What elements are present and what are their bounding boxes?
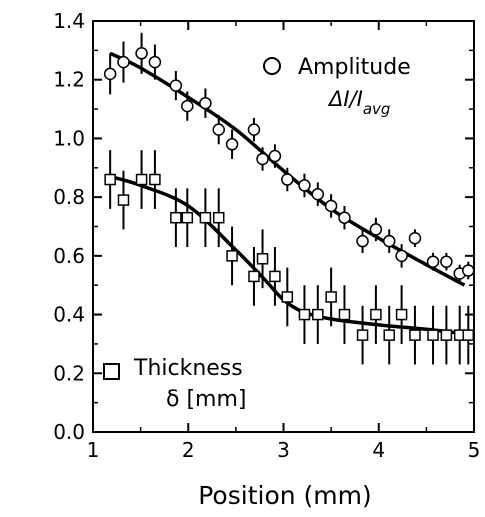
thickness-point <box>248 270 260 283</box>
y-tick-label: 0.6 <box>53 244 85 268</box>
x-tick-label: 2 <box>182 438 195 462</box>
x-axis-title: Position (mm) <box>198 481 372 510</box>
amplitude-point <box>338 211 351 224</box>
x-tick-label: 3 <box>277 438 290 462</box>
x-tick-label: 4 <box>372 438 385 462</box>
thickness-point <box>104 173 116 186</box>
thickness-point <box>383 329 395 341</box>
amplitude-point <box>395 249 408 263</box>
thickness-point <box>281 291 294 303</box>
thickness-point <box>117 194 130 206</box>
thickness-point <box>409 329 421 341</box>
data-markers <box>103 47 475 341</box>
amplitude-point <box>369 223 383 236</box>
legend-amplitude-sublabel-sub: avg <box>363 100 391 118</box>
legend-circle-marker <box>263 57 281 75</box>
thickness-point <box>181 211 194 224</box>
thickness-point <box>325 291 337 303</box>
thickness-point <box>226 250 238 262</box>
thickness-point <box>440 329 453 341</box>
fit-line <box>109 51 466 287</box>
thickness-point <box>370 308 382 321</box>
amplitude-point <box>103 67 117 81</box>
amplitude-point <box>181 99 194 113</box>
thickness-point <box>356 329 369 341</box>
legend-square-marker <box>103 363 120 380</box>
amplitude-point <box>408 231 422 245</box>
thickness-point <box>256 253 269 265</box>
amplitude-point <box>199 96 212 110</box>
amplitude-point <box>247 123 261 136</box>
thickness-point <box>199 211 212 224</box>
y-tick-label: 0.2 <box>53 361 85 385</box>
amplitude-point <box>117 55 130 69</box>
thickness-point <box>462 329 475 341</box>
legend-amplitude-sublabel-main: ΔI/I <box>327 87 363 111</box>
amplitude-point <box>324 199 338 213</box>
thickness-point <box>170 211 182 224</box>
amplitude-point <box>382 234 396 248</box>
amplitude-point <box>256 152 269 166</box>
thickness-point <box>427 329 439 341</box>
thickness-point <box>395 308 408 321</box>
amplitude-point <box>148 55 162 69</box>
y-tick-label: 1.0 <box>53 126 85 150</box>
amplitude-point <box>440 255 453 268</box>
y-tick-label: 0.0 <box>53 420 85 444</box>
thickness-point <box>312 308 324 321</box>
thickness-point <box>212 211 225 224</box>
legend-amplitude-sublabel: ΔI/Iavg <box>327 87 390 118</box>
legend-thickness-label: Thickness <box>133 356 243 381</box>
amplitude-point <box>356 234 369 248</box>
legend-amplitude-label: Amplitude <box>298 55 411 80</box>
tick-labels: 1 2 3 4 5 0.0 0.2 0.4 0.6 0.8 1.0 1.2 1.4 <box>53 9 480 462</box>
x-tick-label: 1 <box>87 438 100 462</box>
amplitude-point <box>268 149 282 163</box>
amplitude-point <box>462 264 475 277</box>
amplitude-point <box>135 47 148 60</box>
axes <box>92 20 475 433</box>
thickness-point <box>135 173 148 186</box>
y-tick-label: 1.4 <box>53 9 85 33</box>
amplitude-point <box>212 123 225 136</box>
thickness-point <box>149 173 161 186</box>
y-tick-label: 1.2 <box>53 68 85 92</box>
amplitude-point <box>169 79 183 92</box>
thickness-point <box>298 308 311 321</box>
amplitude-point <box>311 187 325 201</box>
amplitude-point <box>281 173 294 186</box>
amplitude-point <box>426 255 440 268</box>
amplitude-point <box>298 179 311 192</box>
x-tick-label: 5 <box>468 438 481 462</box>
y-tick-label: 0.4 <box>53 303 85 327</box>
legend-thickness-sublabel: δ [mm] <box>166 387 246 412</box>
legend-thickness: Thickness δ [mm] <box>103 356 246 412</box>
thickness-point <box>269 270 281 283</box>
thickness-point <box>338 308 351 321</box>
amplitude-point <box>225 138 239 151</box>
y-tick-label: 0.8 <box>53 185 85 209</box>
legend-amplitude: Amplitude ΔI/Iavg <box>263 55 411 118</box>
